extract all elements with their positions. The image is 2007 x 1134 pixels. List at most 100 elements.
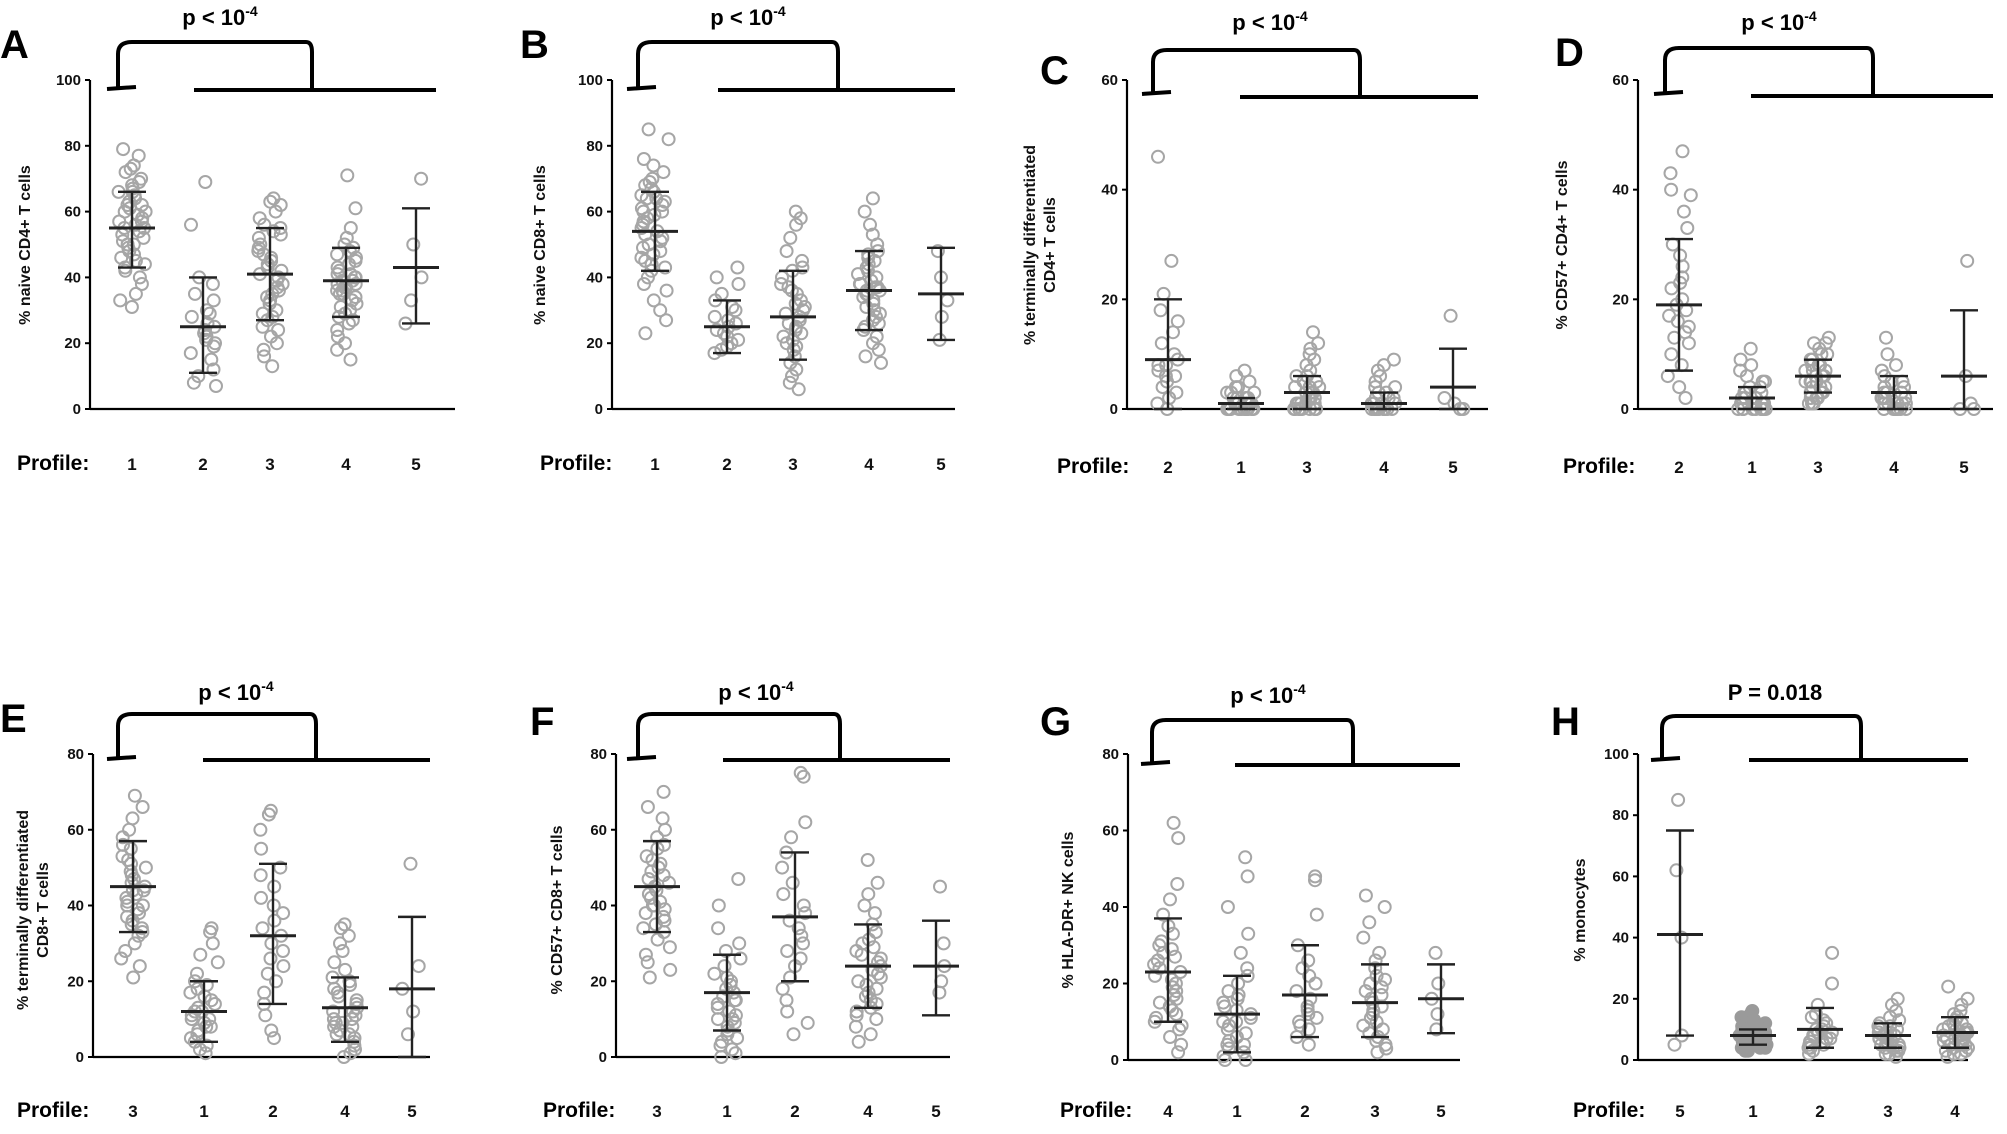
data-point [709, 323, 724, 337]
data-point [662, 875, 676, 890]
data-point [118, 944, 133, 958]
y-tick-label: 80 [590, 746, 607, 763]
panel-d: Dp < 10-4 0 20 40 60 % CD57+ CD4+ T cells Prof… [1554, 8, 1993, 478]
data-point [403, 856, 418, 871]
data-point [641, 122, 656, 137]
data-point [781, 280, 796, 295]
data-point [138, 860, 153, 875]
data-point [338, 962, 353, 977]
panel-letter: E [0, 697, 27, 741]
y-tick-label: 60 [1101, 72, 1118, 89]
data-point [333, 936, 347, 951]
data-point [261, 807, 276, 822]
data-point [1156, 907, 1171, 922]
data-point [779, 993, 794, 1008]
data-point [661, 132, 676, 147]
data-point [338, 336, 352, 351]
x-tick-label: 2 [268, 1102, 277, 1121]
data-point [199, 1019, 214, 1034]
data-point [1163, 892, 1177, 907]
y-axis-label: % terminally differentiated [1022, 145, 1039, 345]
data-point [1674, 930, 1689, 945]
data-point [1174, 1037, 1189, 1052]
data-point [273, 860, 288, 875]
data-point [206, 293, 221, 308]
x-tick-label: 5 [931, 1102, 940, 1121]
y-axis-label: % naive CD8+ T cells [532, 165, 549, 325]
p-value-base: p < 10 [182, 5, 245, 30]
data-point [638, 326, 653, 341]
data-point [327, 981, 342, 996]
data-point [871, 342, 886, 357]
data-point [267, 913, 282, 928]
data-point [1233, 945, 1248, 960]
x-tick-label: 5 [1959, 458, 1968, 477]
panel-letter: B [520, 23, 549, 67]
data-point [1667, 330, 1682, 345]
data-point [128, 286, 143, 301]
p-value: p < 10-4 [1232, 8, 1308, 35]
data-point [793, 765, 808, 780]
data-point [936, 936, 951, 951]
data-point [1938, 1043, 1953, 1058]
data-point [1683, 188, 1698, 203]
y-tick-label: 0 [1110, 401, 1118, 418]
data-point [1671, 792, 1686, 807]
data-point [656, 165, 671, 180]
y-axis-label: % monocytes [1572, 858, 1589, 961]
data-point [1169, 991, 1184, 1006]
data-point [1806, 396, 1821, 411]
data-point [1430, 1007, 1445, 1022]
x-tick-label: 5 [1448, 458, 1457, 477]
data-point [932, 985, 947, 1000]
x-tick-label: 3 [788, 455, 797, 474]
data-point [132, 959, 147, 974]
significance-bracket [106, 712, 318, 761]
data-point [655, 198, 670, 212]
y-tick-label: 20 [1101, 291, 1118, 308]
data-point [1358, 888, 1373, 903]
data-point [1743, 341, 1758, 356]
data-point [637, 277, 651, 291]
data-point [1362, 915, 1377, 930]
data-point [1306, 325, 1320, 340]
data-point [1674, 358, 1689, 373]
data-point [780, 944, 795, 958]
data-point [254, 890, 268, 905]
data-point [644, 864, 659, 879]
data-point [727, 1015, 742, 1030]
data-point [1154, 336, 1169, 351]
x-axis-title: Profile: [1573, 1099, 1645, 1122]
data-point [1238, 850, 1253, 865]
data-point [1443, 308, 1458, 323]
data-point [731, 277, 746, 291]
data-point [659, 313, 674, 328]
data-point [657, 194, 672, 209]
p-value-base: p < 10 [1232, 10, 1295, 35]
data-point [707, 309, 722, 324]
data-point [414, 171, 429, 186]
data-point [869, 1012, 884, 1027]
significance-bracket [626, 712, 842, 761]
data-point [340, 168, 355, 183]
y-tick-label: 0 [1111, 1052, 1119, 1069]
data-point [1662, 308, 1677, 323]
y-tick-label: 60 [1102, 823, 1119, 840]
y-tick-label: 60 [67, 822, 84, 839]
data-point [722, 1004, 737, 1019]
x-tick-label: 4 [1163, 1102, 1173, 1121]
data-point [209, 379, 223, 393]
data-point [205, 936, 220, 951]
data-point [775, 981, 790, 996]
data-point [774, 277, 789, 291]
data-point [184, 309, 199, 324]
data-point [1680, 221, 1695, 235]
data-point [1960, 253, 1975, 268]
data-point [411, 959, 426, 974]
data-point [256, 342, 271, 357]
significance-bracket [1650, 714, 1863, 762]
data-point [334, 921, 349, 936]
data-point [710, 997, 725, 1011]
data-point [851, 267, 865, 282]
